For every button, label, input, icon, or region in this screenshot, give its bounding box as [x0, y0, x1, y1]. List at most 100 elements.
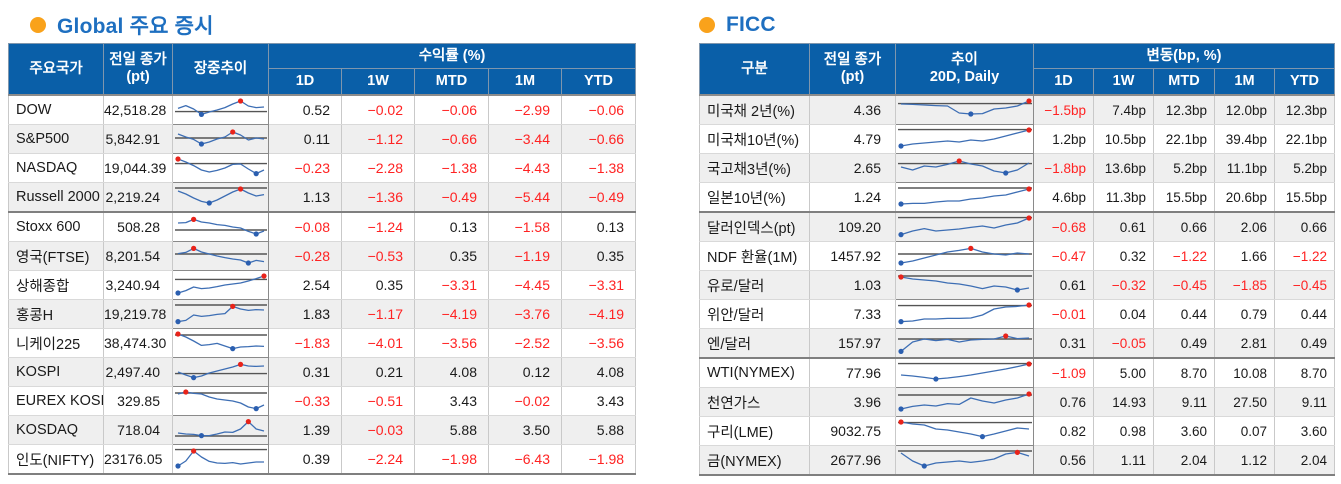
- change-value: 8.70: [1274, 358, 1336, 388]
- market-name: EUREX KOSPI200: [8, 386, 104, 416]
- close-value: 77.96: [809, 358, 896, 388]
- change-value: −1.22: [1153, 241, 1215, 271]
- max-dot-icon: [174, 155, 181, 162]
- min-dot-icon: [897, 231, 904, 237]
- market-name: 홍콩H: [8, 299, 104, 329]
- col-header-1d: 1D: [1033, 68, 1094, 96]
- min-dot-icon: [967, 110, 973, 117]
- table-row: DOW 42,518.28 0.52 −0.02 −0.06 −2.99 −0.06: [8, 94, 637, 125]
- table-row: KOSPI 2,497.40 0.31 0.21 4.08 0.12 4.08: [8, 357, 637, 387]
- col-header-1d: 1D: [268, 68, 342, 96]
- sparkline-cell: [895, 94, 1034, 125]
- close-value: 157.97: [809, 328, 896, 359]
- market-name: S&P500: [8, 124, 104, 154]
- ficc-table: 구분 전일 종가 (pt) 추이 20D, Daily 변동(bp, %) 1D…: [699, 43, 1336, 476]
- change-value: 1.12: [1214, 445, 1275, 476]
- market-name: 위안/달러: [699, 299, 810, 329]
- market-name: 국고채3년(%): [699, 153, 810, 183]
- market-name: Russell 2000: [8, 182, 104, 213]
- change-value: 0.31: [268, 357, 342, 387]
- min-dot-icon: [1014, 286, 1020, 293]
- close-value: 2677.96: [809, 445, 896, 476]
- market-name: 상해종합: [8, 270, 104, 300]
- change-value: −0.47: [1033, 241, 1094, 271]
- market-name: 금(NYMEX): [699, 445, 810, 476]
- ficc-panel: FICC 구분 전일 종가 (pt) 추이 20D, Daily: [699, 6, 1336, 476]
- market-name: 인도(NIFTY): [8, 444, 104, 475]
- sparkline-chart: [174, 185, 267, 206]
- change-value: −1.24: [341, 212, 415, 242]
- change-value: −0.28: [268, 241, 342, 271]
- close-value: 1.03: [809, 270, 896, 300]
- change-value: −6.43: [488, 444, 562, 475]
- change-value: 0.11: [268, 124, 342, 154]
- max-dot-icon: [1025, 301, 1032, 308]
- col-header-mtd: MTD: [1153, 68, 1215, 96]
- table-row: 엔/달러 157.97 0.31 −0.05 0.49 2.81 0.49: [699, 328, 1336, 359]
- change-value: 2.04: [1274, 445, 1336, 476]
- max-dot-icon: [897, 273, 904, 280]
- change-value: 13.6bp: [1093, 153, 1154, 183]
- group-header-returns: 수익률 (%): [267, 43, 637, 69]
- change-value: −1.5bp: [1033, 94, 1094, 125]
- sparkline-chart: [897, 245, 1032, 266]
- min-dot-icon: [198, 140, 204, 147]
- change-value: 1.83: [268, 299, 342, 329]
- min-dot-icon: [897, 200, 904, 207]
- table-row: Stoxx 600 508.28 −0.08 −1.24 0.13 −1.58 0.13: [8, 211, 637, 242]
- change-value: −0.06: [561, 94, 637, 125]
- change-value: 0.44: [1153, 299, 1215, 329]
- col-header-trend: 추이 20D, Daily: [895, 43, 1034, 96]
- change-value: −4.19: [561, 299, 637, 329]
- max-dot-icon: [229, 303, 235, 309]
- change-value: −0.45: [1274, 270, 1336, 300]
- change-value: 22.1bp: [1153, 124, 1215, 154]
- change-value: −2.99: [488, 94, 562, 125]
- sparkline-chart: [897, 418, 1032, 439]
- change-value: 4.08: [561, 357, 637, 387]
- change-value: −1.98: [414, 444, 489, 475]
- sparkline-chart: [897, 390, 1032, 412]
- change-value: −1.8bp: [1033, 153, 1094, 183]
- max-dot-icon: [229, 128, 235, 135]
- change-value: 0.35: [341, 270, 415, 300]
- market-name: 구리(LME): [699, 416, 810, 446]
- section-title-ficc: FICC: [699, 6, 1334, 43]
- sparkline-chart: [174, 272, 267, 296]
- market-name: 유로/달러: [699, 270, 810, 300]
- change-value: 10.5bp: [1093, 124, 1154, 154]
- sparkline-chart: [174, 447, 267, 469]
- change-value: 0.66: [1274, 212, 1336, 242]
- max-dot-icon: [1025, 97, 1032, 104]
- change-value: −2.28: [341, 153, 415, 183]
- change-value: −0.02: [341, 94, 415, 125]
- sparkline-cell: [895, 416, 1034, 446]
- min-dot-icon: [198, 111, 204, 117]
- sparkline-chart: [897, 360, 1032, 382]
- change-value: 0.56: [1033, 445, 1094, 476]
- change-value: −0.49: [561, 182, 637, 213]
- close-value: 7.33: [809, 299, 896, 329]
- page-title: FICC: [726, 12, 776, 36]
- change-value: 1.13: [268, 182, 342, 213]
- change-value: 5.88: [561, 415, 637, 445]
- table-row: 국고채3년(%) 2.65 −1.8bp 13.6bp 5.2bp 11.1bp 5.2bp: [699, 153, 1336, 183]
- max-dot-icon: [1025, 390, 1032, 397]
- min-dot-icon: [979, 433, 985, 439]
- change-value: 11.3bp: [1093, 182, 1154, 213]
- change-value: 5.2bp: [1274, 153, 1336, 183]
- change-value: −1.12: [341, 124, 415, 154]
- min-dot-icon: [897, 142, 904, 149]
- change-value: −3.44: [488, 124, 562, 154]
- change-value: 3.43: [414, 386, 489, 416]
- col-header-close: 전일 종가 (pt): [809, 43, 896, 96]
- change-value: −1.83: [268, 328, 342, 358]
- change-value: 0.82: [1033, 416, 1094, 446]
- min-dot-icon: [932, 375, 939, 382]
- table-row: 영국(FTSE) 8,201.54 −0.28 −0.53 0.35 −1.19 0.35: [8, 241, 637, 271]
- min-dot-icon: [206, 199, 212, 206]
- change-value: −1.17: [341, 299, 415, 329]
- change-value: −2.24: [341, 444, 415, 475]
- table-row: NASDAQ 19,044.39 −0.23 −2.28 −1.38 −4.43 −1.38: [8, 153, 637, 183]
- change-value: 3.50: [488, 415, 562, 445]
